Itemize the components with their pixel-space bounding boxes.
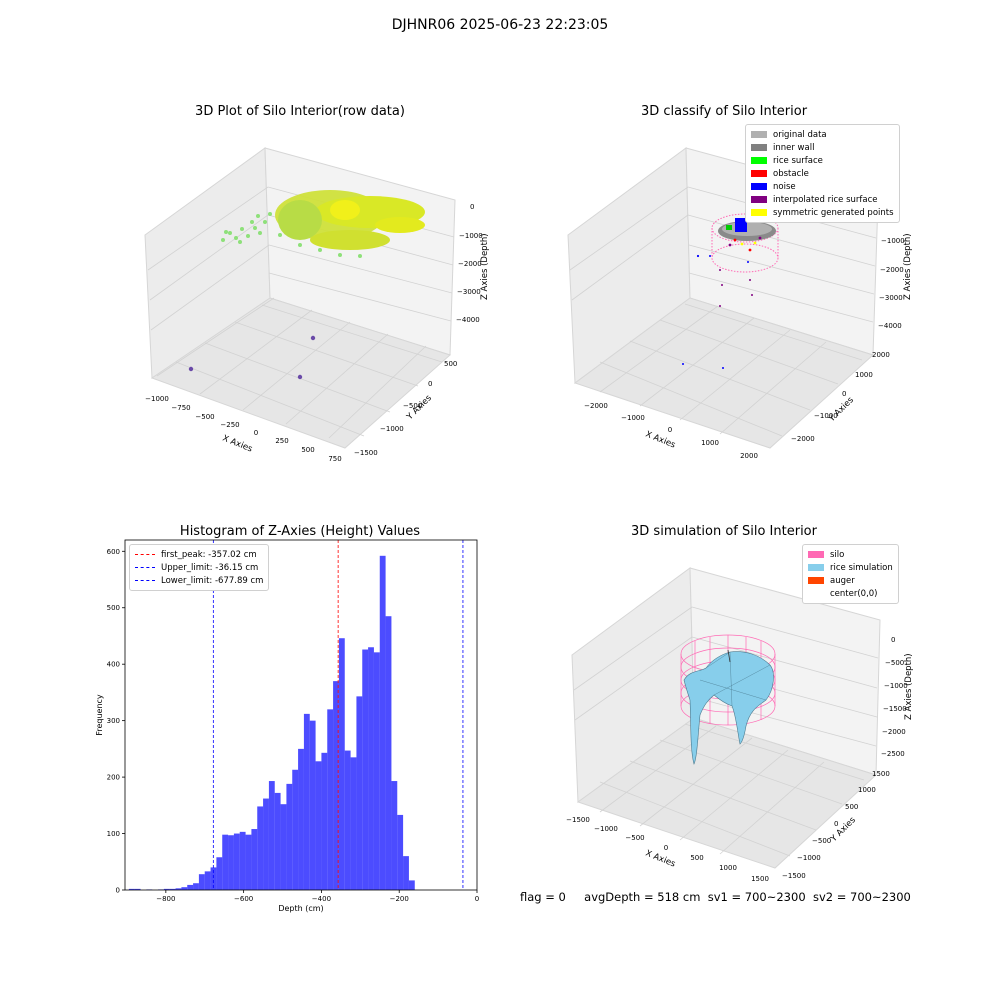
histogram-bar (245, 834, 252, 890)
legend-item: interpolated rice surface (751, 193, 894, 206)
histogram-bar (303, 713, 310, 890)
histogram-bar (239, 831, 246, 890)
histogram-bar (408, 880, 415, 890)
panel2-title: 3D classify of Silo Interior (640, 104, 808, 119)
legend-item: center(0,0) (830, 588, 878, 599)
histogram-x-tick-label: −400 (312, 895, 331, 903)
histogram-bar (298, 748, 304, 890)
panel4-legend: silo rice simulation auger center(0,0) (802, 544, 899, 604)
histogram-bar (233, 833, 240, 890)
legend-item: auger (808, 574, 893, 587)
figure-title: DJHNR06 2025-06-23 22:23:05 (391, 17, 609, 33)
histogram-y-tick-label: 100 (107, 830, 120, 838)
histogram-bar (315, 761, 322, 890)
legend-item: original data (751, 128, 894, 141)
histogram-bar (128, 888, 135, 890)
histogram-bar (280, 804, 287, 890)
legend-item: rice surface (751, 154, 894, 167)
histogram-bar (403, 856, 409, 890)
histogram-bars (128, 555, 415, 890)
histogram-x-tick-label: −800 (156, 895, 175, 903)
histogram-bar (338, 638, 345, 890)
histogram-frame (124, 539, 478, 891)
sv2-text: sv2 = 700~2300 (812, 890, 911, 904)
histogram-bar (257, 806, 264, 890)
histogram-bar (292, 769, 299, 890)
histogram-bar (333, 681, 339, 890)
legend-item: first_peak: -357.02 cm (135, 548, 263, 561)
histogram-bar (379, 555, 386, 890)
avg-depth-text: avgDepth = 518 cm (584, 890, 701, 904)
flag-text: flag = 0 (520, 890, 566, 904)
histogram-bar (368, 647, 374, 890)
histogram-y-tick-label: 0 (116, 887, 120, 895)
histogram-bar (263, 798, 269, 890)
legend-item: Lower_limit: -677.89 cm (135, 574, 263, 587)
histogram-bar (321, 752, 328, 890)
histogram-y-tick-label: 500 (107, 604, 120, 612)
histogram-bar (373, 652, 380, 890)
legend-item: silo (808, 548, 893, 561)
histogram-bar (268, 781, 275, 890)
histogram-bar (169, 888, 176, 890)
histogram-bar (222, 834, 229, 890)
histogram-y-tick-label: 600 (107, 548, 120, 556)
histogram-bar (286, 783, 293, 890)
histogram-bar (193, 883, 199, 890)
histogram-bar (181, 887, 188, 890)
legend-item: obstacle (751, 167, 894, 180)
histogram-bar (175, 888, 182, 890)
histogram-legend: first_peak: -357.02 cm Upper_limit: -36.… (129, 544, 270, 591)
histogram-bar (327, 709, 334, 890)
panel1-title: 3D Plot of Silo Interior(row data) (195, 104, 405, 119)
sv1-text: sv1 = 700~2300 (707, 890, 806, 904)
panel2-legend: original data inner wall rice surface ob… (745, 124, 900, 223)
histogram-bar (385, 616, 392, 890)
histogram-bar (204, 871, 211, 890)
histogram-y-ticks: 0 100 200 300 400 500 600 (107, 548, 125, 895)
histogram-x-ticks: −800 −600 −400 −200 0 (156, 890, 479, 903)
status-footer: flag = 0 avgDepth = 518 cm sv1 = 700~230… (520, 890, 911, 904)
histogram-y-tick-label: 200 (107, 774, 120, 782)
histogram-y-tick-label: 400 (107, 661, 120, 669)
histogram-bar (391, 781, 398, 890)
histogram-vlines (212, 540, 464, 890)
histogram-x-tick-label: −600 (234, 895, 253, 903)
histogram-bar (198, 874, 205, 890)
histogram-bar (187, 884, 194, 890)
histogram-bar (216, 857, 223, 890)
panel3-title: Histogram of Z-Axies (Height) Values (179, 524, 421, 539)
legend-item: inner wall (751, 141, 894, 154)
legend-item: noise (751, 180, 894, 193)
legend-item: symmetric generated points (751, 206, 894, 219)
histogram-bar (251, 829, 258, 890)
histogram-bar (309, 720, 316, 890)
histogram-x-label: Depth (cm) (278, 904, 323, 913)
histogram-bar (397, 814, 404, 890)
histogram-bar (362, 649, 369, 890)
histogram-bar (356, 696, 363, 890)
legend-item: rice simulation (808, 561, 893, 574)
histogram-bar (344, 750, 351, 890)
histogram-bar (228, 835, 234, 890)
histogram-bar (274, 792, 281, 890)
legend-item: Upper_limit: -36.15 cm (135, 561, 263, 574)
histogram-x-tick-label: 0 (475, 895, 479, 903)
histogram-y-tick-label: 300 (107, 717, 120, 725)
histogram-bar (210, 867, 217, 890)
histogram-bar (163, 888, 170, 890)
histogram-bar (134, 888, 141, 890)
histogram-x-tick-label: −200 (390, 895, 409, 903)
panel4-title: 3D simulation of Silo Interior (631, 524, 817, 539)
histogram-y-label: Frequency (95, 694, 104, 736)
histogram-bar (350, 757, 357, 890)
